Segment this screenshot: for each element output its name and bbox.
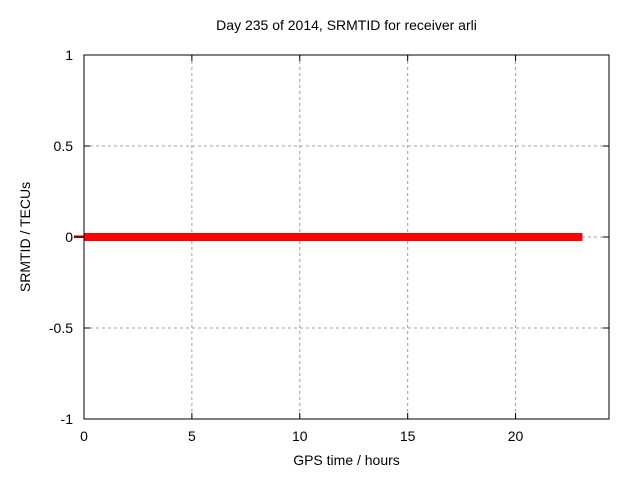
x-tick-label: 15 xyxy=(400,428,416,444)
y-tick-label: -1 xyxy=(61,411,74,427)
x-tick-label: 5 xyxy=(188,428,196,444)
y-tick-label: 1 xyxy=(65,47,73,63)
x-tick-label: 0 xyxy=(80,428,88,444)
series-left-edge-artifact xyxy=(74,235,84,238)
x-tick-label: 10 xyxy=(292,428,308,444)
plot-border xyxy=(83,54,610,420)
x-axis-label: GPS time / hours xyxy=(293,452,400,468)
y-tick-label: 0.5 xyxy=(54,138,74,154)
chart-title: Day 235 of 2014, SRMTID for receiver arl… xyxy=(216,17,477,33)
y-tick-label: 0 xyxy=(65,229,73,245)
x-tick-label: 20 xyxy=(508,428,524,444)
y-tick-label: -0.5 xyxy=(49,320,73,336)
